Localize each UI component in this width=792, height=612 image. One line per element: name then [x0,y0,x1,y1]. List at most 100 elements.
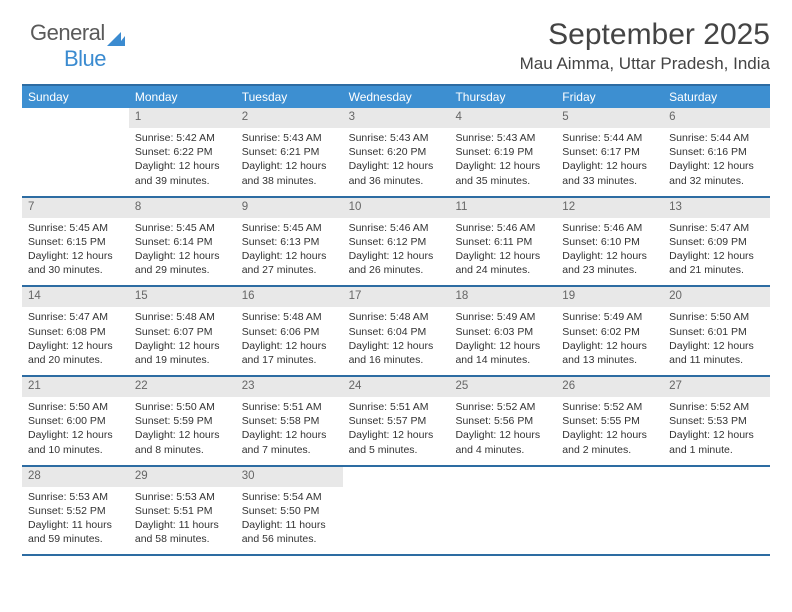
day-text: Sunset: 6:19 PM [455,145,550,159]
day-number: 3 [343,108,450,128]
day-text: Sunset: 6:14 PM [135,235,230,249]
day-number: 5 [556,108,663,128]
logo-text-2: Blue [64,46,106,71]
calendar-week: 282930Sunrise: 5:53 AMSunset: 5:52 PMDay… [22,467,770,557]
day-text: Daylight: 12 hours [28,428,123,442]
day-header: Monday [129,86,236,108]
day-cell: Sunrise: 5:42 AMSunset: 6:22 PMDaylight:… [129,128,236,196]
day-number: 1 [129,108,236,128]
day-header: Sunday [22,86,129,108]
day-text: Daylight: 12 hours [135,339,230,353]
day-cell: Sunrise: 5:47 AMSunset: 6:08 PMDaylight:… [22,307,129,375]
day-text: Sunrise: 5:51 AM [242,400,337,414]
day-number: 7 [22,198,129,218]
day-cell: Sunrise: 5:44 AMSunset: 6:16 PMDaylight:… [663,128,770,196]
day-text: Sunset: 6:09 PM [669,235,764,249]
day-number: 27 [663,377,770,397]
day-cell: Sunrise: 5:45 AMSunset: 6:15 PMDaylight:… [22,218,129,286]
day-number [343,467,450,487]
day-text: Sunrise: 5:43 AM [349,131,444,145]
day-text: and 56 minutes. [242,532,337,546]
day-text: Daylight: 12 hours [455,159,550,173]
day-text: Daylight: 12 hours [455,339,550,353]
day-number: 26 [556,377,663,397]
day-cell: Sunrise: 5:45 AMSunset: 6:14 PMDaylight:… [129,218,236,286]
day-cell: Sunrise: 5:51 AMSunset: 5:58 PMDaylight:… [236,397,343,465]
day-cell: Sunrise: 5:52 AMSunset: 5:56 PMDaylight:… [449,397,556,465]
day-text: Sunrise: 5:46 AM [562,221,657,235]
day-text: Daylight: 12 hours [562,249,657,263]
page-subtitle: Mau Aimma, Uttar Pradesh, India [22,54,770,74]
day-number: 20 [663,287,770,307]
day-header: Tuesday [236,86,343,108]
day-text: Sunset: 6:15 PM [28,235,123,249]
day-text: and 38 minutes. [242,174,337,188]
day-number: 10 [343,198,450,218]
day-number: 18 [449,287,556,307]
day-header: Wednesday [343,86,450,108]
day-text: Sunrise: 5:45 AM [242,221,337,235]
day-text: Sunset: 6:10 PM [562,235,657,249]
day-text: Daylight: 12 hours [242,249,337,263]
day-text: Daylight: 11 hours [242,518,337,532]
day-text: Sunset: 5:55 PM [562,414,657,428]
logo-triangle2-icon [117,36,125,46]
day-number: 25 [449,377,556,397]
day-cell: Sunrise: 5:43 AMSunset: 6:20 PMDaylight:… [343,128,450,196]
day-header: Friday [556,86,663,108]
day-cell: Sunrise: 5:53 AMSunset: 5:51 PMDaylight:… [129,487,236,555]
day-text: Sunset: 6:00 PM [28,414,123,428]
day-text: and 27 minutes. [242,263,337,277]
calendar-week: 21222324252627Sunrise: 5:50 AMSunset: 6:… [22,377,770,467]
day-text: Daylight: 12 hours [669,339,764,353]
day-text: Daylight: 12 hours [135,159,230,173]
day-text: and 23 minutes. [562,263,657,277]
day-text: Daylight: 12 hours [669,428,764,442]
day-text: Sunrise: 5:44 AM [562,131,657,145]
day-text: Sunrise: 5:45 AM [28,221,123,235]
day-text: and 10 minutes. [28,443,123,457]
day-text: Daylight: 12 hours [562,428,657,442]
day-text: and 20 minutes. [28,353,123,367]
day-text: Sunset: 5:56 PM [455,414,550,428]
day-text: Sunset: 5:52 PM [28,504,123,518]
day-text: Daylight: 12 hours [242,339,337,353]
day-text: and 8 minutes. [135,443,230,457]
day-text: Sunrise: 5:46 AM [349,221,444,235]
day-text: Sunrise: 5:54 AM [242,490,337,504]
day-number: 17 [343,287,450,307]
day-cell [343,487,450,555]
day-text: Sunrise: 5:48 AM [135,310,230,324]
day-text: and 30 minutes. [28,263,123,277]
day-number [22,108,129,128]
day-number: 4 [449,108,556,128]
day-text: Daylight: 12 hours [349,339,444,353]
logo: General Blue [30,20,125,72]
day-number [449,467,556,487]
day-cell: Sunrise: 5:54 AMSunset: 5:50 PMDaylight:… [236,487,343,555]
day-number [663,467,770,487]
day-text: Daylight: 12 hours [242,159,337,173]
day-cell: Sunrise: 5:43 AMSunset: 6:21 PMDaylight:… [236,128,343,196]
calendar-week: 78910111213Sunrise: 5:45 AMSunset: 6:15 … [22,198,770,288]
day-text: Sunrise: 5:52 AM [455,400,550,414]
day-text: and 1 minute. [669,443,764,457]
day-text: Sunrise: 5:50 AM [135,400,230,414]
day-text: Sunrise: 5:51 AM [349,400,444,414]
day-number: 14 [22,287,129,307]
day-number: 13 [663,198,770,218]
day-text: Daylight: 12 hours [349,428,444,442]
day-cell: Sunrise: 5:46 AMSunset: 6:10 PMDaylight:… [556,218,663,286]
day-text: and 5 minutes. [349,443,444,457]
day-text: Daylight: 12 hours [135,249,230,263]
day-text: Sunset: 5:51 PM [135,504,230,518]
day-number: 11 [449,198,556,218]
day-cell: Sunrise: 5:44 AMSunset: 6:17 PMDaylight:… [556,128,663,196]
day-text: Daylight: 12 hours [455,249,550,263]
day-text: Sunrise: 5:49 AM [455,310,550,324]
day-text: Sunrise: 5:49 AM [562,310,657,324]
day-text: and 13 minutes. [562,353,657,367]
day-text: Sunrise: 5:48 AM [242,310,337,324]
day-text: Sunset: 6:12 PM [349,235,444,249]
day-number: 2 [236,108,343,128]
